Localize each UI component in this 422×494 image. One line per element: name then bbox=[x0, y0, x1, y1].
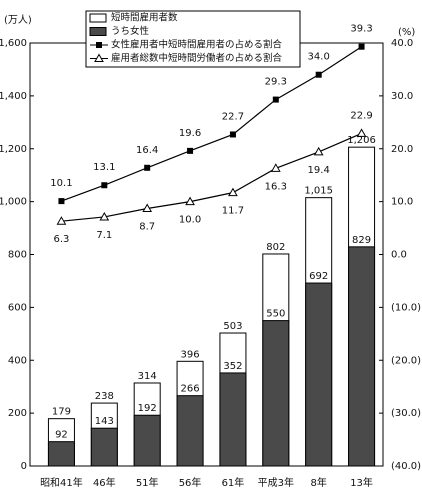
x-tick-label: 46年 bbox=[93, 476, 116, 489]
y-unit-label: (万人) bbox=[4, 14, 32, 26]
data-label: 29.3 bbox=[265, 77, 287, 88]
data-label: 16.3 bbox=[265, 181, 287, 192]
marker bbox=[272, 96, 279, 103]
y-tick-label: 400 bbox=[8, 355, 27, 366]
data-label: 352 bbox=[223, 361, 242, 372]
bar bbox=[47, 441, 75, 467]
legend-swatch bbox=[89, 13, 107, 23]
legend: 短時間雇用者数うち女性女性雇用者中短時間雇用者の占める割合雇用者総数中短時間労働… bbox=[85, 10, 301, 68]
line bbox=[61, 132, 362, 222]
bar bbox=[219, 372, 247, 467]
data-label: 238 bbox=[95, 391, 114, 402]
marker bbox=[58, 198, 65, 205]
y-tick-label: 1,600 bbox=[0, 38, 27, 49]
bar bbox=[348, 246, 376, 467]
data-label: 6.3 bbox=[53, 234, 69, 245]
y2-tick-label: 10.0 bbox=[391, 197, 413, 208]
line bbox=[61, 46, 362, 202]
marker bbox=[229, 131, 236, 138]
y-tick-label: 600 bbox=[8, 302, 27, 313]
x-tick-label: 61年 bbox=[222, 476, 245, 489]
marker bbox=[187, 147, 194, 154]
marker bbox=[144, 164, 151, 171]
data-label: 22.9 bbox=[350, 110, 372, 121]
data-label: 16.4 bbox=[136, 145, 158, 156]
data-label: 10.1 bbox=[50, 178, 72, 189]
legend-box bbox=[85, 10, 301, 68]
x-tick-label: 51年 bbox=[136, 476, 159, 489]
y2-tick-label: 20.0 bbox=[391, 144, 413, 155]
marker bbox=[313, 146, 324, 156]
legend-label: 女性雇用者中短時間雇用者の占める割合 bbox=[111, 39, 283, 51]
data-label: 34.0 bbox=[308, 52, 330, 63]
x-tick-label: 平成3年 bbox=[258, 476, 294, 489]
bar bbox=[176, 395, 204, 467]
bar bbox=[133, 414, 161, 467]
bar bbox=[305, 282, 333, 467]
bar bbox=[90, 427, 118, 467]
x-tick-label: 8年 bbox=[311, 476, 327, 489]
marker bbox=[315, 71, 322, 78]
y2-tick-label: (40.0) bbox=[391, 461, 421, 472]
data-label: 143 bbox=[95, 416, 114, 427]
data-label: 8.7 bbox=[139, 221, 155, 232]
y2-unit-label: (%) bbox=[398, 27, 415, 38]
data-label: 1,206 bbox=[347, 135, 376, 146]
data-label: 19.4 bbox=[308, 165, 330, 176]
data-label: 314 bbox=[138, 371, 157, 382]
y2-tick-label: 40.0 bbox=[391, 38, 413, 49]
data-label: 802 bbox=[266, 242, 285, 253]
marker bbox=[56, 216, 67, 225]
data-label: 10.0 bbox=[179, 215, 201, 226]
y-tick-label: 1,400 bbox=[0, 91, 27, 102]
data-label: 550 bbox=[266, 309, 285, 320]
data-label: 92 bbox=[55, 430, 68, 441]
x-tick-label: 56年 bbox=[179, 476, 202, 489]
data-label: 503 bbox=[223, 321, 242, 332]
data-label: 1,015 bbox=[304, 186, 333, 197]
data-label: 39.3 bbox=[350, 24, 372, 35]
marker bbox=[358, 43, 365, 50]
data-label: 179 bbox=[52, 407, 71, 418]
x-tick-label: 13年 bbox=[350, 476, 373, 489]
y2-tick-label: (20.0) bbox=[391, 355, 421, 366]
data-label: 829 bbox=[352, 235, 371, 246]
legend-label: 短時間雇用者数 bbox=[111, 12, 178, 24]
legend-label: 雇用者総数中短時間労働者の占める割合 bbox=[111, 52, 283, 64]
y-tick-label: 800 bbox=[8, 250, 27, 261]
data-label: 692 bbox=[309, 271, 328, 282]
marker bbox=[185, 196, 195, 206]
x-tick-label: 昭和41年 bbox=[40, 476, 83, 489]
marker bbox=[228, 187, 238, 197]
y2-tick-label: (10.0) bbox=[391, 302, 421, 313]
y2-tick-label: 30.0 bbox=[391, 91, 413, 102]
marker bbox=[101, 182, 108, 189]
data-label: 11.7 bbox=[222, 206, 244, 217]
legend-label: うち女性 bbox=[111, 25, 150, 37]
y-tick-label: 1,200 bbox=[0, 144, 27, 155]
y2-tick-label: 0.0 bbox=[391, 250, 407, 261]
y-tick-label: 200 bbox=[8, 408, 27, 419]
legend-marker bbox=[96, 42, 102, 48]
data-label: 19.6 bbox=[179, 128, 201, 139]
legend-marker bbox=[94, 53, 104, 62]
data-label: 266 bbox=[181, 384, 200, 395]
data-label: 13.1 bbox=[93, 162, 115, 173]
legend-swatch bbox=[89, 27, 107, 36]
data-label: 192 bbox=[138, 403, 157, 414]
y2-tick-label: (30.0) bbox=[391, 408, 421, 419]
marker bbox=[142, 203, 153, 212]
data-label: 22.7 bbox=[222, 111, 244, 122]
marker bbox=[270, 163, 281, 172]
bar bbox=[262, 320, 290, 467]
marker bbox=[356, 128, 367, 137]
data-label: 396 bbox=[181, 349, 200, 360]
marker bbox=[99, 211, 110, 221]
data-label: 7.1 bbox=[96, 230, 112, 241]
y-tick-label: 1,000 bbox=[0, 197, 27, 208]
y-tick-label: 0 bbox=[21, 461, 27, 472]
